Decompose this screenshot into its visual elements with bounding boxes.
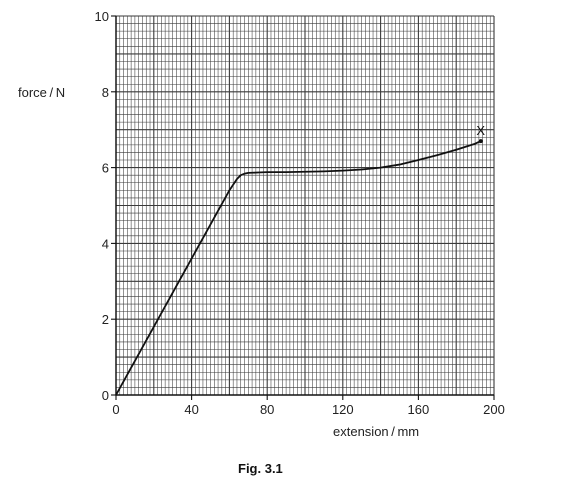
y-tick-label: 0 <box>102 388 109 403</box>
point-x-label: X <box>476 123 485 138</box>
grid <box>115 15 495 396</box>
x-tick-label: 0 <box>112 402 119 417</box>
y-tick-label: 4 <box>102 236 109 251</box>
series-line <box>115 140 482 396</box>
point-x-marker <box>478 139 483 144</box>
x-tick-label: 40 <box>184 402 198 417</box>
tick-marks <box>111 15 495 400</box>
y-tick-label: 6 <box>102 161 109 176</box>
y-tick-label: 8 <box>102 85 109 100</box>
figure-caption: Fig. 3.1 <box>238 461 283 476</box>
x-tick-label: 160 <box>408 402 430 417</box>
tick-labels: 0 40 80 120 160 200 0 2 4 6 8 10 <box>95 9 505 417</box>
x-tick-label: 120 <box>332 402 354 417</box>
x-axis-title: extension / mm <box>333 424 419 439</box>
data-series: X <box>115 123 485 396</box>
y-axis-title: force / N <box>18 85 65 100</box>
x-tick-label: 200 <box>483 402 505 417</box>
axes <box>115 16 494 396</box>
y-tick-label: 10 <box>95 9 109 24</box>
y-tick-label: 2 <box>102 312 109 327</box>
x-tick-label: 80 <box>260 402 274 417</box>
